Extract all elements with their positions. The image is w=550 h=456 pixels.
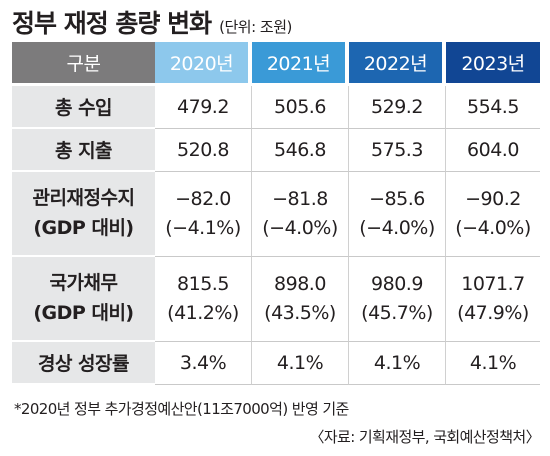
cell-value: −82.0 [175,187,231,210]
row-label-national-debt: 국가채무 (GDP 대비) [12,257,155,342]
table-cell: 898.0 (43.5%) [252,257,349,342]
cell-value: 604.0 [467,139,519,161]
cell-value: 4.1% [469,352,517,374]
table-cell: 815.5 (41.2%) [155,257,252,342]
cell-value: 575.3 [371,139,423,161]
table-cell: 479.2 [155,86,252,129]
row-label-text: 관리재정수지 [32,187,135,210]
row-label-text: 총 지출 [54,140,113,162]
table-cell: 604.0 [446,129,540,172]
row-label-subtext: (GDP 대비) [33,301,134,324]
header-2022: 2022년 [349,42,446,86]
row-label-text: 국가채무 [49,272,118,295]
cell-value: −90.2 [465,187,521,210]
cell-subvalue: (−4.0%) [262,217,338,239]
table-cell: 529.2 [349,86,446,129]
table-cell: 4.1% [252,342,349,385]
row-label-total-revenue: 총 수입 [12,86,155,129]
cell-value: 3.4% [179,352,227,374]
cell-value: 520.8 [177,139,229,161]
cell-subvalue: (43.5%) [264,302,336,324]
table-cell: −85.6 (−4.0%) [349,172,446,257]
cell-subvalue: (47.9%) [457,302,529,324]
cell-value: 529.2 [371,96,423,118]
cell-subvalue: (−4.1%) [165,217,241,239]
cell-value: 980.9 [371,272,423,295]
row-label-growth-rate: 경상 성장률 [12,342,155,385]
title-bar: 정부 재정 총량 변화 (단위: 조원) [12,4,292,40]
cell-value: 4.1% [373,352,421,374]
cell-subvalue: (−4.0%) [455,217,531,239]
row-label-text: 총 수입 [54,97,113,119]
table-cell: 505.6 [252,86,349,129]
header-2021: 2021년 [252,42,349,86]
fiscal-table: 구분 2020년 2021년 2022년 2023년 총 수입 479.2 50… [12,42,540,385]
table-cell: 980.9 (45.7%) [349,257,446,342]
cell-subvalue: (45.7%) [361,302,433,324]
row-label-subtext: (GDP 대비) [33,216,134,239]
table-cell: 546.8 [252,129,349,172]
cell-value: 898.0 [274,272,326,295]
footnote: *2020년 정부 추가경정예산안(11조7000억) 반영 기준 [14,400,349,418]
table-cell: −81.8 (−4.0%) [252,172,349,257]
cell-subvalue: (−4.0%) [359,217,435,239]
cell-value: 1071.7 [461,272,525,295]
table-cell: 3.4% [155,342,252,385]
source-credit: 〈자료: 기획재정부, 국회예산정책처〉 [309,428,540,446]
table-cell: 1071.7 (47.9%) [446,257,540,342]
cell-value: 479.2 [177,96,229,118]
page-title: 정부 재정 총량 변화 [12,9,212,38]
table-cell: −90.2 (−4.0%) [446,172,540,257]
row-label-text: 경상 성장률 [37,353,130,375]
cell-value: 546.8 [274,139,326,161]
cell-value: 4.1% [276,352,324,374]
table-cell: −82.0 (−4.1%) [155,172,252,257]
cell-value: 505.6 [274,96,326,118]
cell-subvalue: (41.2%) [167,302,239,324]
cell-value: −85.6 [369,187,425,210]
table-cell: 520.8 [155,129,252,172]
header-2023: 2023년 [446,42,540,86]
table-cell: 4.1% [349,342,446,385]
cell-value: −81.8 [272,187,328,210]
unit-label: (단위: 조원) [219,18,292,36]
table-cell: 554.5 [446,86,540,129]
table-cell: 575.3 [349,129,446,172]
row-label-total-expenditure: 총 지출 [12,129,155,172]
header-category: 구분 [12,42,155,86]
table-cell: 4.1% [446,342,540,385]
row-label-managed-balance: 관리재정수지 (GDP 대비) [12,172,155,257]
header-2020: 2020년 [155,42,252,86]
cell-value: 815.5 [177,272,229,295]
cell-value: 554.5 [467,96,519,118]
